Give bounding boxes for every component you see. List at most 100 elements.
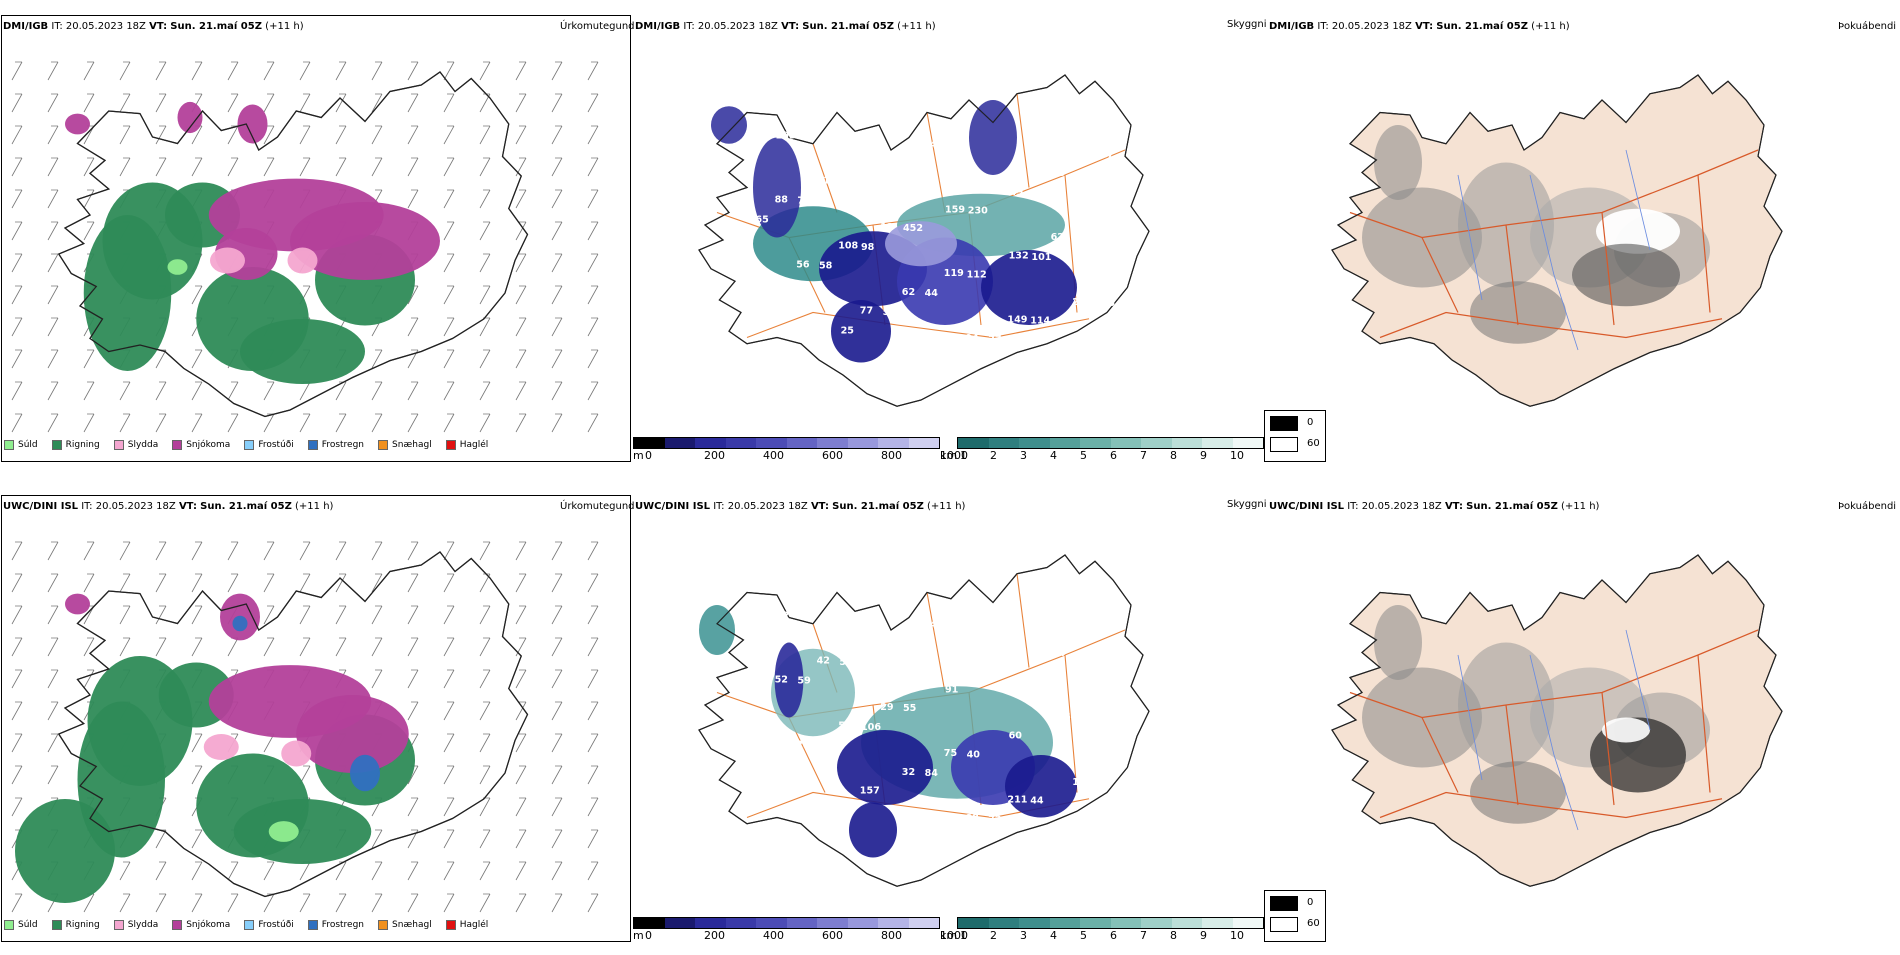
- river: [1529, 654, 1579, 831]
- wind-barb: [515, 381, 527, 401]
- visibility-value: 88: [775, 194, 789, 205]
- visibility-value: 452: [903, 223, 923, 234]
- road: [746, 311, 1090, 339]
- visibility-value: 126: [1051, 712, 1071, 723]
- wind-barb: [227, 157, 239, 177]
- wind-barb: [515, 829, 527, 849]
- wind-barb: [299, 61, 311, 81]
- wind-barb: [191, 381, 203, 401]
- wind-barb: [335, 157, 347, 177]
- wind-barb: [191, 413, 203, 433]
- wind-barb: [299, 893, 311, 913]
- wind-barb: [587, 317, 599, 337]
- wind-barb: [515, 253, 527, 273]
- colorbar-cell: [847, 438, 878, 448]
- wind-barb: [551, 125, 563, 145]
- wind-barb: [515, 349, 527, 369]
- colorbar-cell: [1049, 438, 1080, 448]
- colorbar-tick: 600: [822, 929, 843, 942]
- wind-barb: [11, 637, 23, 657]
- wind-barb: [443, 285, 455, 305]
- road: [1505, 704, 1519, 806]
- road: [1016, 93, 1030, 188]
- wind-barb: [119, 605, 131, 625]
- legend-label: Frostregn: [321, 920, 365, 930]
- wind-barb: [191, 893, 203, 913]
- wind-barb: [515, 861, 527, 881]
- fog-legend-swatch: [1270, 917, 1298, 932]
- wind-barb: [551, 189, 563, 209]
- wind-barb: [587, 221, 599, 241]
- legend-item: Frostregn: [307, 920, 365, 930]
- wind-barb: [443, 797, 455, 817]
- wind-barb: [515, 637, 527, 657]
- wind-barb: [479, 893, 491, 913]
- colorbar-cell: [634, 918, 665, 928]
- river: [1625, 629, 1651, 731]
- panel-title: UWC/DINI ISL IT: 20.05.2023 18Z VT: Sun.…: [1269, 501, 1600, 512]
- visibility-value: 127: [1094, 149, 1114, 160]
- wind-barb: [443, 669, 455, 689]
- visibility-value: 85: [777, 279, 791, 290]
- legend-swatch: [113, 440, 124, 450]
- precip-fields: [65, 101, 440, 384]
- visibility-value: 49: [1010, 187, 1024, 198]
- wind-barb: [155, 381, 167, 401]
- panel-title: DMI/IGB IT: 20.05.2023 18Z VT: Sun. 21.m…: [3, 21, 304, 32]
- legend-item: Slydda: [113, 920, 158, 930]
- wind-barb: [263, 61, 275, 81]
- fog-shade-area: [1374, 125, 1422, 200]
- wind-barb: [371, 413, 383, 433]
- legend-label: Snjókoma: [186, 440, 231, 450]
- visibility-value: 108: [838, 241, 858, 252]
- visibility-value: 62: [1051, 232, 1064, 243]
- wind-barb: [479, 541, 491, 561]
- wind-barb: [443, 157, 455, 177]
- colorbar-tick: 5: [1080, 449, 1087, 462]
- colorbar-tick: 0: [645, 449, 652, 462]
- wind-barb: [443, 381, 455, 401]
- wind-barb: [443, 349, 455, 369]
- wind-barb: [479, 157, 491, 177]
- wind-barb: [299, 93, 311, 113]
- wind-barb: [155, 349, 167, 369]
- wind-barb: [587, 829, 599, 849]
- wind-barb: [551, 317, 563, 337]
- colorbar-visibility: [957, 917, 1264, 929]
- wind-barb: [443, 541, 455, 561]
- wind-barb: [227, 541, 239, 561]
- visibility-fields: [699, 605, 1077, 858]
- wind-barb: [551, 61, 563, 81]
- low-visibility-area: [831, 300, 891, 363]
- wind-barb: [551, 93, 563, 113]
- fog-legend-label: 0: [1307, 897, 1314, 908]
- precip-legend: Súld Rigning Slydda Snjókoma Frostúði Frostre…: [4, 440, 502, 450]
- wind-barb: [551, 541, 563, 561]
- colorbar-cell: [878, 918, 909, 928]
- wind-barb: [551, 573, 563, 593]
- wind-barb: [407, 893, 419, 913]
- colorbar-cell: [1049, 918, 1080, 928]
- wind-barb: [263, 93, 275, 113]
- precip-map: [11, 61, 599, 433]
- panel-name: Þokuábendi: [1838, 21, 1897, 32]
- wind-barb: [551, 637, 563, 657]
- sleet-area: [210, 247, 245, 274]
- wind-barb: [443, 413, 455, 433]
- wind-barb: [191, 765, 203, 785]
- wind-barb: [335, 573, 347, 593]
- visibility-value: 218: [754, 758, 774, 769]
- visibility-value: 25: [841, 326, 855, 337]
- fog-indicator-panel: UWC/DINI ISL IT: 20.05.2023 18Z VT: Sun.…: [1266, 480, 1900, 950]
- colorbar-tick: 2: [990, 449, 997, 462]
- wind-barb: [479, 669, 491, 689]
- visibility-value: 99: [1071, 148, 1085, 159]
- precip-map: [11, 541, 599, 913]
- wind-barb: [371, 349, 383, 369]
- legend-label: Snjókoma: [186, 920, 231, 930]
- wind-barb: [11, 253, 23, 273]
- iceland-shape: [1331, 554, 1783, 887]
- visibility-value: 75: [944, 748, 958, 759]
- wind-barb: [47, 285, 59, 305]
- visibility-value: 239: [796, 739, 816, 750]
